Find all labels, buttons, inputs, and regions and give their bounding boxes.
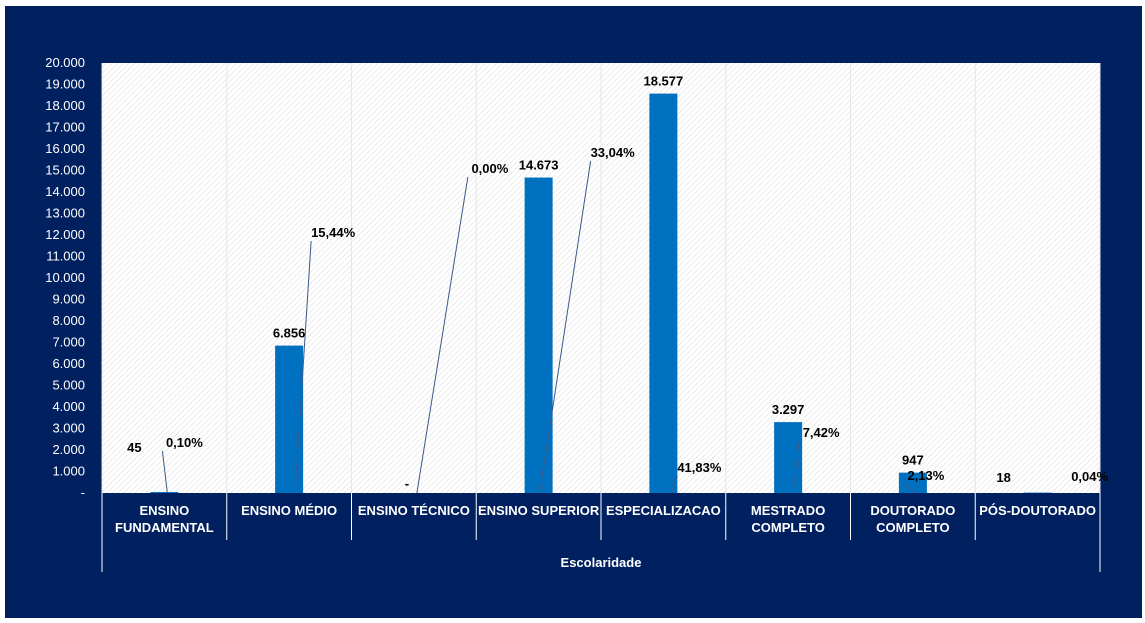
percent-label: 0,10% [166,435,203,450]
y-tick-label: 14.000 [45,184,85,199]
y-tick-label: 5.000 [52,378,85,393]
percent-leader-line [670,475,678,494]
percent-label: 7,42% [803,425,840,440]
percent-leader-line [294,240,312,494]
percent-label: 0,00% [471,161,508,176]
percent-label: 15,44% [311,225,356,240]
y-tick-label: 19.000 [45,77,85,92]
x-axis-title: Escolaridade [561,555,642,570]
y-tick-label: 10.000 [45,270,85,285]
bar-value-label: 18.577 [643,74,683,89]
bar [524,177,553,493]
category-label: ENSINO FUNDAMENTAL [115,503,214,535]
y-tick-label: - [81,485,85,500]
category-label: DOUTORADO COMPLETO [870,503,955,535]
y-tick-label: 11.000 [46,249,85,264]
bar-value-label: 14.673 [519,158,559,173]
y-tick-label: 6.000 [52,356,85,371]
category-label: PÓS-DOUTORADO [979,503,1096,518]
category-label: MESTRADO COMPLETO [751,503,825,535]
category-label: ENSINO MÉDIO [241,503,337,518]
y-tick-label: 13.000 [45,206,85,221]
bar-value-label: 3.297 [772,402,805,417]
bar-value-label: 6.856 [273,326,306,341]
bar-value-label: 947 [902,453,924,468]
bar [898,472,927,493]
y-tick-label: 20.000 [45,55,85,70]
bar [150,492,179,493]
y-tick-label: 1.000 [52,464,85,479]
bar-value-label: 18 [996,470,1010,485]
y-tick-label: 7.000 [52,335,85,350]
bar-chart: - 1.000 2.000 3.000 4.000 5.000 6.000 7.000 8.00… [45,55,1108,572]
percent-leader-line [161,450,168,494]
y-tick-label: 2.000 [52,442,85,457]
percent-leader-line [792,440,800,494]
y-tick-label: 16.000 [45,141,85,156]
category-label: ESPECIALIZACAO [606,503,721,518]
bar [649,93,678,494]
y-tick-label: 8.000 [52,313,85,328]
percent-label: 41,83% [677,460,722,475]
y-tick-label: 17.000 [45,120,85,135]
y-tick-label: 9.000 [52,292,85,307]
bar-value-label: 45 [127,440,141,455]
percent-leader-line [903,483,917,494]
percent-label: 33,04% [591,145,636,160]
y-tick-label: 12.000 [45,227,85,242]
category-label: ENSINO SUPERIOR [478,503,600,518]
bar-value-label: - [405,476,409,491]
bar [774,422,803,493]
percent-label: 0,04% [1071,469,1108,484]
chart-frame: - 1.000 2.000 3.000 4.000 5.000 6.000 7.000 8.00… [5,6,1142,618]
percent-label: 2,13% [907,468,944,483]
y-tick-label: 15.000 [45,163,85,178]
y-tick-label: 3.000 [52,421,85,436]
y-tick-label: 4.000 [52,399,85,414]
percent-leader-line [416,176,469,494]
bar [275,345,304,493]
percent-leader-line [539,160,592,494]
category-label: ENSINO TÉCNICO [358,503,470,518]
y-tick-label: 18.000 [45,98,85,113]
